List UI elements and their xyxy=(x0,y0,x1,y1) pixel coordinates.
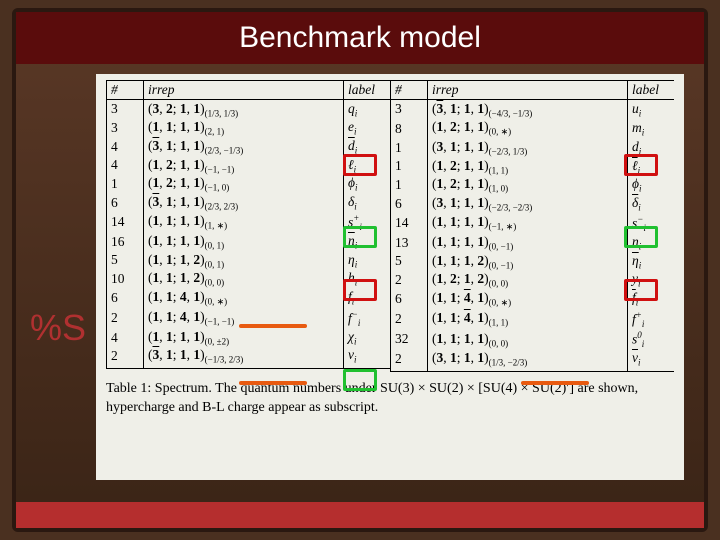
col-irrep: irrep xyxy=(428,81,628,100)
table-row: 2(1, 1; 4, 1)(−1, −1)f−i xyxy=(107,308,391,328)
table-row: 4(1, 2; 1, 1)(−1, −1)ℓi xyxy=(107,156,391,175)
left-column: # irrep label 3(3, 2; 1, 1)(1/3, 1/3)qi3… xyxy=(106,80,390,372)
table-row: 2(3, 1; 1, 1)(1/3, −2/3)vi xyxy=(391,349,675,371)
table-row: 2(1, 2; 1, 2)(0, 0)yi xyxy=(391,271,675,290)
table-row: 32(1, 1; 1, 1)(0, 0)s0i xyxy=(391,329,675,349)
title-bar: Benchmark model xyxy=(16,12,704,64)
table-row: 1(1, 2; 1, 1)(1, 0)ϕi xyxy=(391,176,675,195)
table-row: 4(1, 1; 1, 1)(0, ±2)χi xyxy=(107,328,391,347)
table-row: 1(1, 2; 1, 1)(−1, 0)ϕi xyxy=(107,175,391,194)
table-row: 5(1, 1; 1, 2)(0, 1)ηi xyxy=(107,251,391,270)
table-row: 3(3, 2; 1, 1)(1/3, 1/3)qi xyxy=(107,100,391,119)
table-row: 16(1, 1; 1, 1)(0, 1)ni xyxy=(107,232,391,251)
table-row: 8(1, 2; 1, 1)(0, ∗)mi xyxy=(391,119,675,139)
table-panel: # irrep label 3(3, 2; 1, 1)(1/3, 1/3)qi3… xyxy=(96,74,684,480)
table-row: 6(1, 1; 4, 1)(0, ∗)fi xyxy=(107,288,391,308)
table-row: 2(3, 1; 1, 1)(−1/3, 2/3)vi xyxy=(107,347,391,369)
col-num: # xyxy=(391,81,428,100)
chalkboard-frame: Benchmark model %S # irrep label 3(3, 2;… xyxy=(12,8,708,532)
right-column: # irrep label 3(3, 1; 1, 1)(−4/3, −1/3)u… xyxy=(390,80,674,372)
table-row: 5(1, 1; 1, 2)(0, −1)ηi xyxy=(391,252,675,271)
table-row: 10(1, 1; 1, 2)(0, 0)hi xyxy=(107,270,391,289)
table-row: 2(1, 1; 4, 1)(1, 1)f+i xyxy=(391,309,675,329)
spectrum-table-left: # irrep label 3(3, 2; 1, 1)(1/3, 1/3)qi3… xyxy=(106,80,390,369)
col-label: label xyxy=(628,81,675,100)
bottom-bar xyxy=(16,502,704,528)
slide-title: Benchmark model xyxy=(239,21,481,55)
table-wrap: # irrep label 3(3, 2; 1, 1)(1/3, 1/3)qi3… xyxy=(106,80,674,372)
table-row: 14(1, 1; 1, 1)(1, ∗)s+i xyxy=(107,212,391,232)
side-decoration: %S xyxy=(30,312,86,344)
col-label: label xyxy=(344,81,391,100)
table-row: 13(1, 1; 1, 1)(0, −1)ni xyxy=(391,233,675,252)
col-irrep: irrep xyxy=(144,81,344,100)
table-row: 6(3, 1; 1, 1)(−2/3, −2/3)δi xyxy=(391,194,675,213)
table-row: 3(3, 1; 1, 1)(−4/3, −1/3)ui xyxy=(391,100,675,119)
table-row: 6(1, 1; 4, 1)(0, ∗)fi xyxy=(391,289,675,309)
table-row: 1(1, 2; 1, 1)(1, 1)ℓi xyxy=(391,157,675,176)
table-row: 14(1, 1; 1, 1)(−1, ∗)s−i xyxy=(391,213,675,233)
table-caption: Table 1: Spectrum. The quantum numbers u… xyxy=(106,380,674,418)
col-num: # xyxy=(107,81,144,100)
table-row: 6(3, 1; 1, 1)(2/3, 2/3)δi xyxy=(107,193,391,212)
table-row: 1(3, 1; 1, 1)(−2/3, 1/3)di xyxy=(391,138,675,157)
table-row: 3(1, 1; 1, 1)(2, 1)ei xyxy=(107,119,391,138)
table-row: 4(3, 1; 1, 1)(2/3, −1/3)di xyxy=(107,137,391,156)
spectrum-table-right: # irrep label 3(3, 1; 1, 1)(−4/3, −1/3)u… xyxy=(390,80,674,372)
